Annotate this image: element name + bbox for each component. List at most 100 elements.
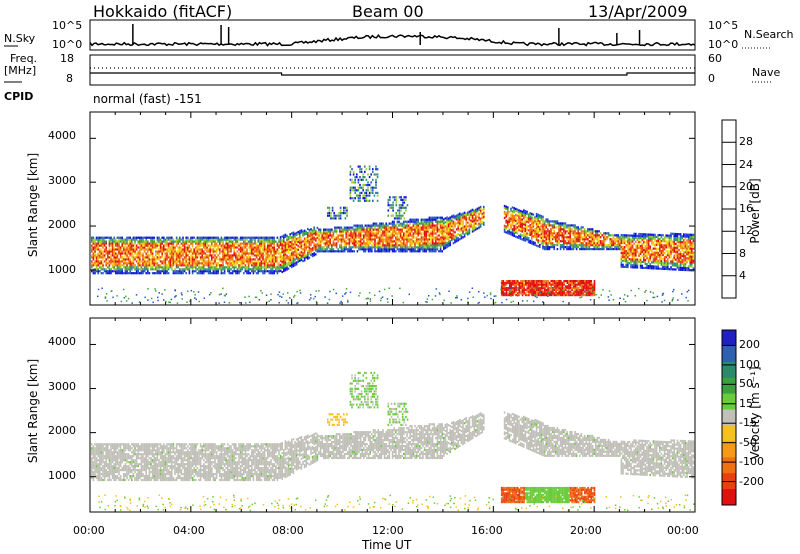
echo-cell [239,270,242,273]
echo-cell [212,266,215,269]
echo-cell [116,260,119,263]
echo-cell [129,240,131,243]
echo-cell [518,215,520,218]
echo-cell [471,220,474,223]
echo-cell [94,252,96,255]
echo-cell [283,236,285,239]
echo-cell [435,216,437,219]
echo-cell [281,265,283,268]
echo-cell [447,225,450,228]
echo-cell [540,226,543,230]
echo-cell [596,238,599,241]
echo-cell [214,242,216,245]
echo-cell [667,260,669,263]
echo-cell [532,231,535,234]
echo-cell [231,242,234,245]
echo-cell [249,250,251,253]
echo-cell [241,268,243,271]
echo-cell [436,228,439,231]
echo-cell [377,224,379,227]
echo-cell [227,264,229,267]
echo-cell [129,260,131,263]
echo-cell [119,252,122,255]
echo-cell [145,264,147,267]
echo-cell [527,225,530,228]
echo-cell [667,262,669,265]
echo-cell [180,262,183,265]
echo-cell [169,250,171,253]
echo-cell [262,256,264,259]
echo-cell [123,258,125,261]
echo-cell [393,230,395,233]
echo-cell [151,264,154,267]
echo-cell [241,260,243,263]
echo-cell [591,228,594,231]
echo-cell [692,253,695,256]
echo-cell [545,220,547,223]
echo-cell [547,238,549,241]
echo-cell [627,238,629,241]
echo-cell [287,255,290,258]
echo-cell [121,252,123,255]
echo-cell [555,220,557,223]
echo-cell [388,244,391,247]
echo-cell [281,266,283,270]
echo-cell [564,236,567,239]
echo-cell [622,255,624,258]
echo-cell [235,266,237,269]
echo-cell [535,228,538,231]
echo-cell [375,250,378,253]
echo-cell [276,256,279,259]
echo-cell [411,238,413,241]
echo-cell [409,226,411,229]
echo-cell [231,244,234,247]
echo-cell [307,253,309,256]
echo-cell [463,227,466,230]
echo-cell [113,268,115,271]
echo-cell [270,236,272,239]
echo-cell [212,250,215,253]
echo-cell [308,238,311,242]
echo-cell [407,230,410,233]
echo-cell [348,234,351,237]
echo-cell [687,265,690,268]
echo-cell [121,240,123,243]
echo-cell [599,232,602,235]
echo-cell [630,234,632,237]
echo-cell [131,242,133,245]
echo-cell [318,232,320,235]
echo-cell [529,229,531,233]
echo-cell [267,264,269,267]
echo-cell [115,272,117,275]
echo-cell [270,270,272,273]
echo-cell [191,266,194,269]
echo-cell [332,236,335,239]
echo-cell [163,248,165,251]
echo-cell [145,260,147,263]
echo-cell [193,260,195,263]
echo-cell [307,235,309,238]
echo-cell [684,261,687,264]
echo-cell [276,272,279,275]
echo-cell [383,240,386,243]
echo-cell [414,228,416,231]
echo-cell [633,232,635,235]
echo-cell [643,256,645,260]
echo-cell [295,255,298,258]
echo-cell [542,245,544,248]
echo-cell [393,234,395,237]
echo-cell [679,247,682,250]
echo-cell [681,262,683,265]
echo-cell [131,272,133,275]
velocity-colorbar-tick-label: -200 [739,474,764,488]
echo-cell [567,228,570,231]
echo-cell [153,268,155,271]
echo-cell [347,226,349,229]
echo-cell [287,267,290,270]
echo-cell [449,240,451,243]
echo-cell [195,252,197,255]
echo-cell [166,256,168,259]
echo-cell [211,264,213,267]
echo-cell [161,262,163,265]
echo-cell [283,244,285,247]
